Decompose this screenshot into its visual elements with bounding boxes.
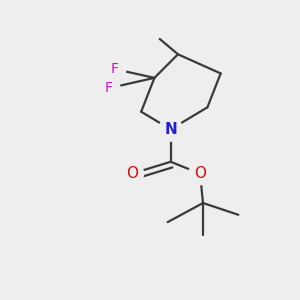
Circle shape — [189, 162, 211, 185]
Circle shape — [159, 118, 182, 141]
Text: O: O — [126, 166, 138, 181]
Circle shape — [121, 162, 143, 185]
Text: O: O — [194, 166, 206, 181]
Text: F: F — [105, 81, 113, 95]
Text: N: N — [164, 122, 177, 137]
Circle shape — [103, 58, 126, 80]
Text: F: F — [111, 62, 119, 76]
Circle shape — [139, 20, 161, 42]
Circle shape — [98, 77, 120, 99]
